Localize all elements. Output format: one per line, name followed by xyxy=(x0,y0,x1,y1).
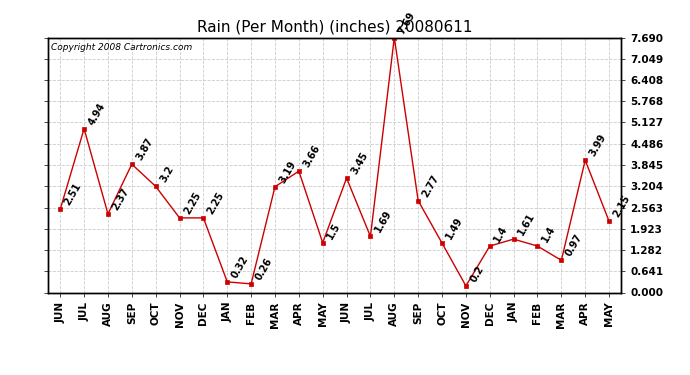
Text: 1.61: 1.61 xyxy=(516,211,537,237)
Text: 3.2: 3.2 xyxy=(158,165,175,184)
Text: 3.87: 3.87 xyxy=(134,136,155,162)
Text: 3.99: 3.99 xyxy=(588,132,609,158)
Text: 0.26: 0.26 xyxy=(253,256,274,282)
Text: 7.69: 7.69 xyxy=(397,10,417,36)
Text: 3.45: 3.45 xyxy=(349,150,370,176)
Text: 2.25: 2.25 xyxy=(206,190,226,216)
Text: 2.51: 2.51 xyxy=(63,182,83,207)
Text: 1.4: 1.4 xyxy=(492,224,509,244)
Text: 2.37: 2.37 xyxy=(110,186,131,212)
Text: 0.32: 0.32 xyxy=(230,254,250,280)
Text: 2.15: 2.15 xyxy=(611,194,632,219)
Text: Copyright 2008 Cartronics.com: Copyright 2008 Cartronics.com xyxy=(51,43,193,52)
Text: 1.5: 1.5 xyxy=(325,221,342,241)
Text: 1.49: 1.49 xyxy=(444,215,465,241)
Text: 3.66: 3.66 xyxy=(302,143,322,169)
Text: 0.2: 0.2 xyxy=(469,264,486,284)
Text: 3.19: 3.19 xyxy=(277,159,298,185)
Text: 1.4: 1.4 xyxy=(540,224,557,244)
Text: 4.94: 4.94 xyxy=(86,101,107,127)
Text: 2.25: 2.25 xyxy=(182,190,203,216)
Text: 2.77: 2.77 xyxy=(420,173,441,199)
Title: Rain (Per Month) (inches) 20080611: Rain (Per Month) (inches) 20080611 xyxy=(197,20,473,35)
Text: 0.97: 0.97 xyxy=(564,232,584,258)
Text: 1.69: 1.69 xyxy=(373,209,393,234)
